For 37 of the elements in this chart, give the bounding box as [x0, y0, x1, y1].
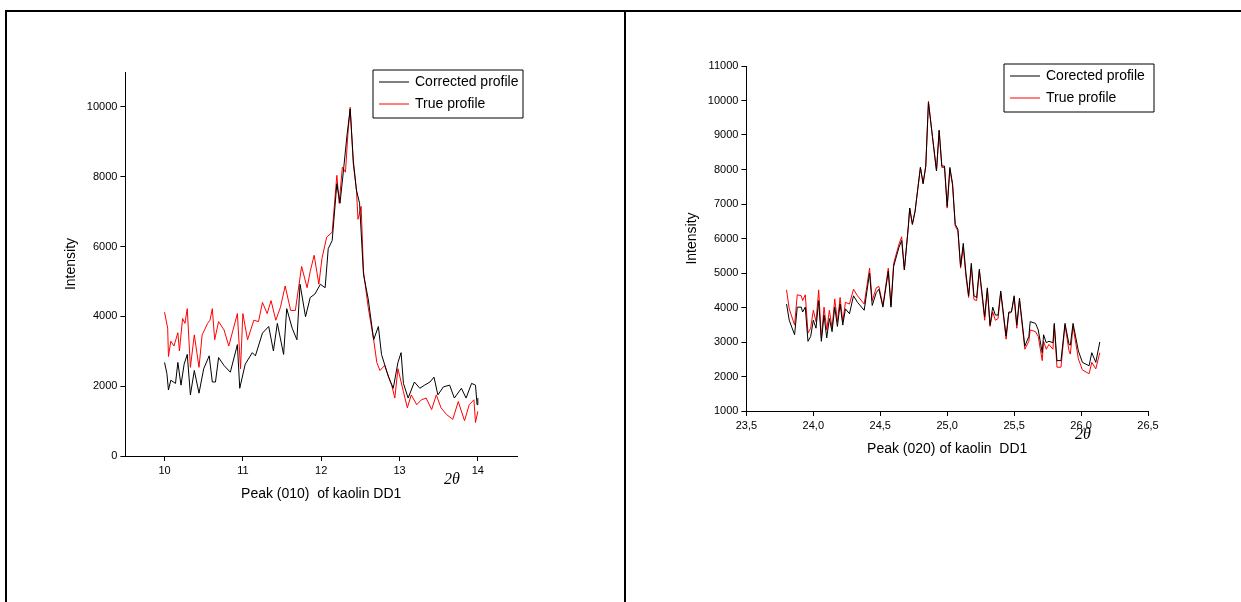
legend-label: True profile: [415, 94, 486, 111]
y-tick-label: 8000: [713, 162, 739, 175]
legend-label: Corrected profile: [415, 72, 519, 89]
y-tick-label: 0: [111, 449, 118, 462]
legend-label: Corected profile: [1046, 66, 1146, 83]
x-tick-label: 10: [158, 463, 171, 476]
y-tick-label: 6000: [92, 239, 118, 252]
y-tick-label: 8000: [92, 169, 118, 182]
x-tick-label: 12: [315, 463, 328, 476]
y-tick-label: 6000: [713, 231, 739, 244]
y-tick-label: 10000: [707, 93, 739, 106]
x-tick-label: 26,5: [1137, 418, 1159, 431]
x-tick-label: 13: [393, 463, 406, 476]
y-axis-title: Intensity: [62, 237, 79, 291]
text: 2θ: [444, 470, 461, 488]
y-tick-label: 2000: [92, 379, 118, 392]
x-axis-title: Peak (020) of kaolin DD1: [867, 440, 1028, 457]
x-tick-label: 25,5: [1003, 418, 1025, 431]
x-tick-label: 24,5: [869, 418, 891, 431]
y-tick-label: 2000: [713, 369, 739, 382]
y-tick-label: 5000: [713, 266, 739, 279]
legend-label: True profile: [1046, 88, 1117, 105]
x-axis-title: Peak (010) of kaolin DD1: [241, 485, 402, 502]
y-tick-label: 7000: [713, 197, 739, 210]
x-tick-label: 14: [471, 463, 484, 476]
y-tick-label: 4000: [92, 309, 118, 322]
y-tick-label: 11000: [708, 59, 739, 72]
y-tick-label: 10000: [86, 99, 118, 112]
y-axis-title: Intensity: [683, 212, 700, 265]
x-tick-label: 24,0: [802, 418, 825, 431]
y-tick-label: 4000: [713, 300, 739, 313]
x-tick-label: 11: [237, 463, 249, 476]
x-tick-label: 25,0: [936, 418, 958, 431]
x-tick-label: 23,5: [735, 418, 758, 431]
y-tick-label: 3000: [713, 335, 739, 348]
y-tick-label: 9000: [713, 128, 739, 141]
y-tick-label: 1000: [713, 404, 739, 417]
